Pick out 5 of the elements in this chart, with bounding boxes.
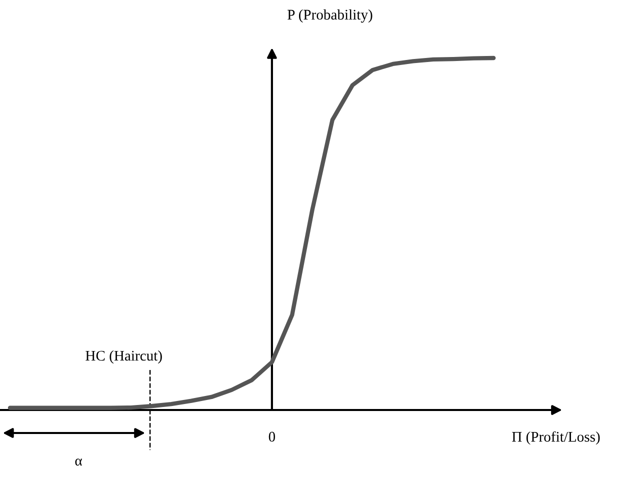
annotation: HC (Haircut)	[86, 350, 162, 364]
text: 0	[268, 432, 276, 442]
y-axis-title: P (Probability)	[288, 9, 372, 23]
x-axis-title: Π (Profit/Loss)	[512, 431, 600, 445]
text: α	[75, 458, 82, 466]
